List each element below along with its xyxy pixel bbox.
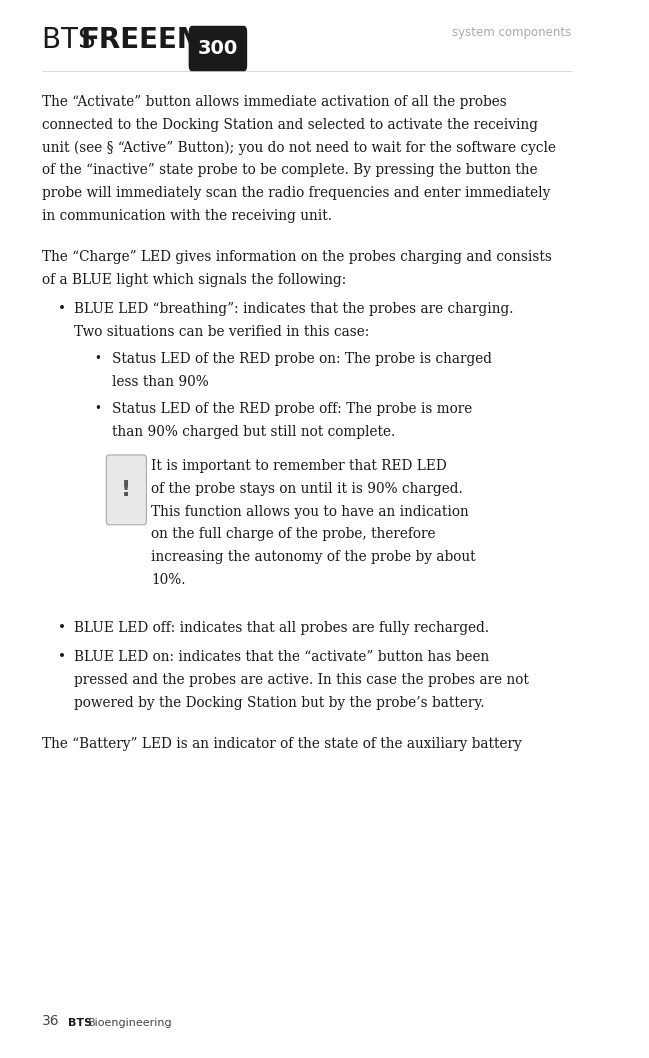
Text: •: • — [94, 402, 101, 416]
Text: in communication with the receiving unit.: in communication with the receiving unit… — [42, 208, 332, 223]
Text: •: • — [58, 303, 66, 316]
Text: increasing the autonomy of the probe by about: increasing the autonomy of the probe by … — [151, 550, 476, 564]
Text: BLUE LED “breathing”: indicates that the probes are charging.: BLUE LED “breathing”: indicates that the… — [75, 303, 514, 316]
Text: BLUE LED on: indicates that the “activate” button has been: BLUE LED on: indicates that the “activat… — [75, 651, 489, 664]
Text: Two situations can be verified in this case:: Two situations can be verified in this c… — [75, 325, 369, 339]
Text: 10%.: 10%. — [151, 572, 186, 587]
Text: connected to the Docking Station and selected to activate the receiving: connected to the Docking Station and sel… — [42, 118, 538, 132]
Text: of the probe stays on until it is 90% charged.: of the probe stays on until it is 90% ch… — [151, 481, 463, 496]
Text: The “Activate” button allows immediate activation of all the probes: The “Activate” button allows immediate a… — [42, 95, 507, 109]
Text: BLUE LED off: indicates that all probes are fully recharged.: BLUE LED off: indicates that all probes … — [75, 621, 489, 635]
Text: The “Battery” LED is an indicator of the state of the auxiliary battery: The “Battery” LED is an indicator of the… — [42, 736, 522, 751]
Text: 300: 300 — [198, 39, 238, 58]
Text: •: • — [58, 621, 66, 635]
Text: of the “inactive” state probe to be complete. By pressing the button the: of the “inactive” state probe to be comp… — [42, 163, 537, 178]
FancyBboxPatch shape — [190, 26, 247, 71]
Text: The “Charge” LED gives information on the probes charging and consists: The “Charge” LED gives information on th… — [42, 250, 552, 263]
Text: system components: system components — [452, 26, 572, 39]
Text: Status LED of the RED probe off: The probe is more: Status LED of the RED probe off: The pro… — [112, 402, 472, 416]
Text: less than 90%: less than 90% — [112, 375, 208, 389]
Text: FREEEMG: FREEEMG — [81, 26, 228, 54]
Text: probe will immediately scan the radio frequencies and enter immediately: probe will immediately scan the radio fr… — [42, 186, 550, 200]
Text: This function allows you to have an indication: This function allows you to have an indi… — [151, 505, 469, 518]
Text: unit (see § “Active” Button); you do not need to wait for the software cycle: unit (see § “Active” Button); you do not… — [42, 141, 556, 156]
Text: It is important to remember that RED LED: It is important to remember that RED LED — [151, 459, 447, 473]
Text: Bioengineering: Bioengineering — [88, 1019, 173, 1028]
Text: •: • — [58, 651, 66, 664]
Text: 36: 36 — [42, 1015, 60, 1028]
Text: Status LED of the RED probe on: The probe is charged: Status LED of the RED probe on: The prob… — [112, 352, 491, 366]
Text: on the full charge of the probe, therefore: on the full charge of the probe, therefo… — [151, 527, 436, 542]
Text: •: • — [94, 352, 101, 365]
Text: pressed and the probes are active. In this case the probes are not: pressed and the probes are active. In th… — [75, 673, 529, 687]
Text: BTS: BTS — [42, 26, 104, 54]
FancyBboxPatch shape — [106, 455, 147, 525]
Text: !: ! — [121, 480, 132, 499]
Text: BTS: BTS — [68, 1019, 92, 1028]
Text: of a BLUE light which signals the following:: of a BLUE light which signals the follow… — [42, 273, 346, 287]
Text: powered by the Docking Station but by the probe’s battery.: powered by the Docking Station but by th… — [75, 696, 485, 710]
Text: than 90% charged but still not complete.: than 90% charged but still not complete. — [112, 425, 395, 439]
